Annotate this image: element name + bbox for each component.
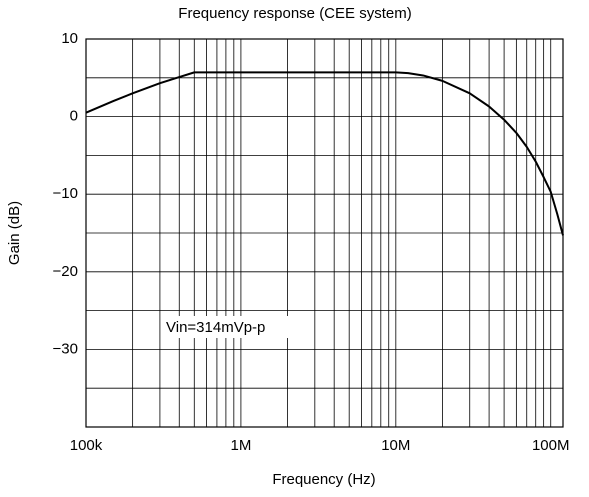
line-series	[85, 71, 564, 236]
chart-title: Frequency response (CEE system)	[178, 5, 411, 22]
y-tick-label: 10	[61, 30, 78, 47]
x-tick-label: 100M	[532, 437, 570, 454]
annotation: Vin=314mVp-p	[166, 319, 265, 336]
y-tick-label: −30	[53, 340, 78, 357]
x-tick-label: 100k	[70, 437, 103, 454]
y-axis-label: Gain (dB)	[6, 201, 23, 265]
x-tick-label: 10M	[381, 437, 410, 454]
x-axis-label: Frequency (Hz)	[272, 471, 375, 488]
annotation-bg	[164, 316, 310, 338]
y-tick-label: −20	[53, 263, 78, 280]
y-tick-label: 0	[70, 108, 78, 125]
y-tick-label: −10	[53, 185, 78, 202]
x-tick-label: 1M	[230, 437, 251, 454]
